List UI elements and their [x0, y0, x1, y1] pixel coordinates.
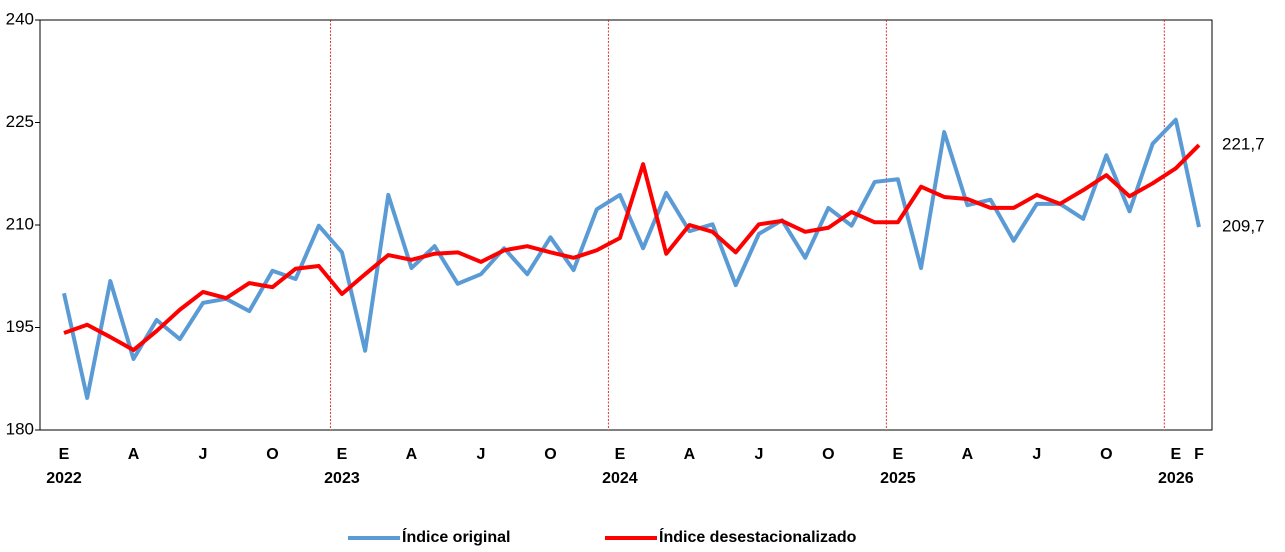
x-tick-label: E — [59, 446, 70, 463]
x-tick-label: A — [406, 446, 418, 463]
x-tick-label: A — [128, 446, 140, 463]
y-tick-label: 210 — [6, 214, 34, 233]
legend-label: Índice original — [402, 527, 510, 546]
series-line — [63, 143, 1201, 353]
value-label: 209,7 — [1222, 217, 1265, 236]
y-tick-label: 195 — [6, 317, 34, 336]
x-tick-label: E — [615, 446, 626, 463]
x-tick-label: O — [1100, 446, 1112, 463]
x-tick-label: J — [1032, 446, 1041, 463]
year-label: 2025 — [880, 470, 916, 487]
year-label: 2024 — [602, 470, 638, 487]
year-label: 2023 — [324, 470, 360, 487]
y-tick-label: 225 — [6, 112, 34, 131]
series-line — [62, 117, 1201, 400]
x-tick-label: A — [962, 446, 974, 463]
x-tick-label: E — [337, 446, 348, 463]
y-tick-label: 240 — [6, 9, 34, 28]
x-tick-label: J — [199, 446, 208, 463]
x-tick-label: E — [893, 446, 904, 463]
x-tick-label: F — [1194, 446, 1204, 463]
x-tick-label: A — [684, 446, 696, 463]
x-tick-label: J — [754, 446, 763, 463]
value-label: 221,7 — [1222, 135, 1265, 154]
y-tick-label: 180 — [6, 419, 34, 438]
x-tick-label: E — [1171, 446, 1182, 463]
x-tick-label: J — [476, 446, 485, 463]
x-tick-label: O — [266, 446, 278, 463]
x-tick-label: O — [544, 446, 556, 463]
year-label: 2022 — [46, 470, 82, 487]
year-label: 2026 — [1158, 470, 1194, 487]
x-tick-label: O — [822, 446, 834, 463]
legend-label: Índice desestacionalizado — [659, 527, 857, 546]
